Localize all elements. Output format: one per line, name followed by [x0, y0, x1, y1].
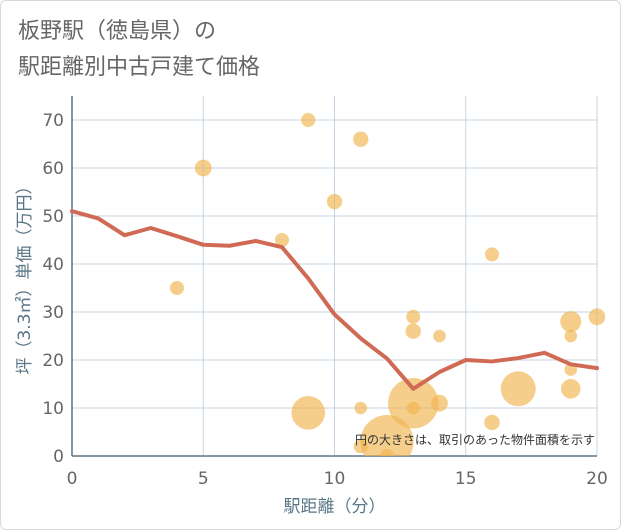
scatter-point — [405, 323, 421, 339]
y-tick-label: 0 — [53, 447, 64, 467]
scatter-point — [326, 193, 343, 210]
scatter-point — [406, 401, 420, 415]
scatter-point — [431, 394, 448, 412]
y-axis-title: 坪（3.3㎡）単価（万円） — [15, 177, 35, 374]
x-tick-label: 0 — [67, 469, 78, 489]
y-tick-label: 50 — [42, 207, 64, 227]
bubble-size-note: 円の大きさは、取引のあった物件面積を示す — [355, 432, 595, 447]
x-tick-label: 15 — [455, 469, 477, 489]
scatter-point — [354, 401, 368, 415]
y-tick-label: 20 — [42, 351, 64, 371]
scatter-point — [291, 396, 326, 430]
x-axis-title: 駅距離（分） — [284, 497, 386, 517]
scatter-point — [500, 371, 536, 407]
scatter-point — [560, 379, 581, 399]
x-tick-label: 20 — [586, 469, 608, 489]
scatter-point — [380, 449, 394, 456]
scatter-point — [170, 281, 184, 295]
scatter-point — [194, 159, 212, 177]
y-tick-label: 60 — [42, 159, 64, 179]
scatter-point — [588, 308, 605, 326]
x-tick-label: 10 — [324, 469, 346, 489]
scatter-point — [360, 415, 414, 456]
scatter-point — [301, 113, 316, 127]
y-tick-label: 40 — [42, 255, 64, 275]
scatter-point — [406, 309, 421, 324]
page-title: 板野駅（徳島県）の 駅距離別中古戸建て価格 — [18, 14, 260, 86]
scatter-point — [564, 329, 578, 343]
scatter-point — [560, 311, 582, 333]
scatter-point — [433, 329, 446, 343]
scatter-point — [275, 233, 289, 247]
scatter-point — [485, 247, 499, 262]
title-line-2: 駅距離別中古戸建て価格 — [18, 55, 261, 80]
y-tick-label: 10 — [42, 399, 64, 419]
x-tick-label: 5 — [198, 469, 209, 489]
scatter-point — [353, 131, 369, 147]
title-line-1: 板野駅（徳島県）の — [18, 19, 217, 44]
y-tick-label: 30 — [42, 303, 64, 323]
trend-line — [70, 209, 599, 391]
y-tick-label: 70 — [42, 111, 64, 131]
scatter-point — [484, 414, 500, 431]
